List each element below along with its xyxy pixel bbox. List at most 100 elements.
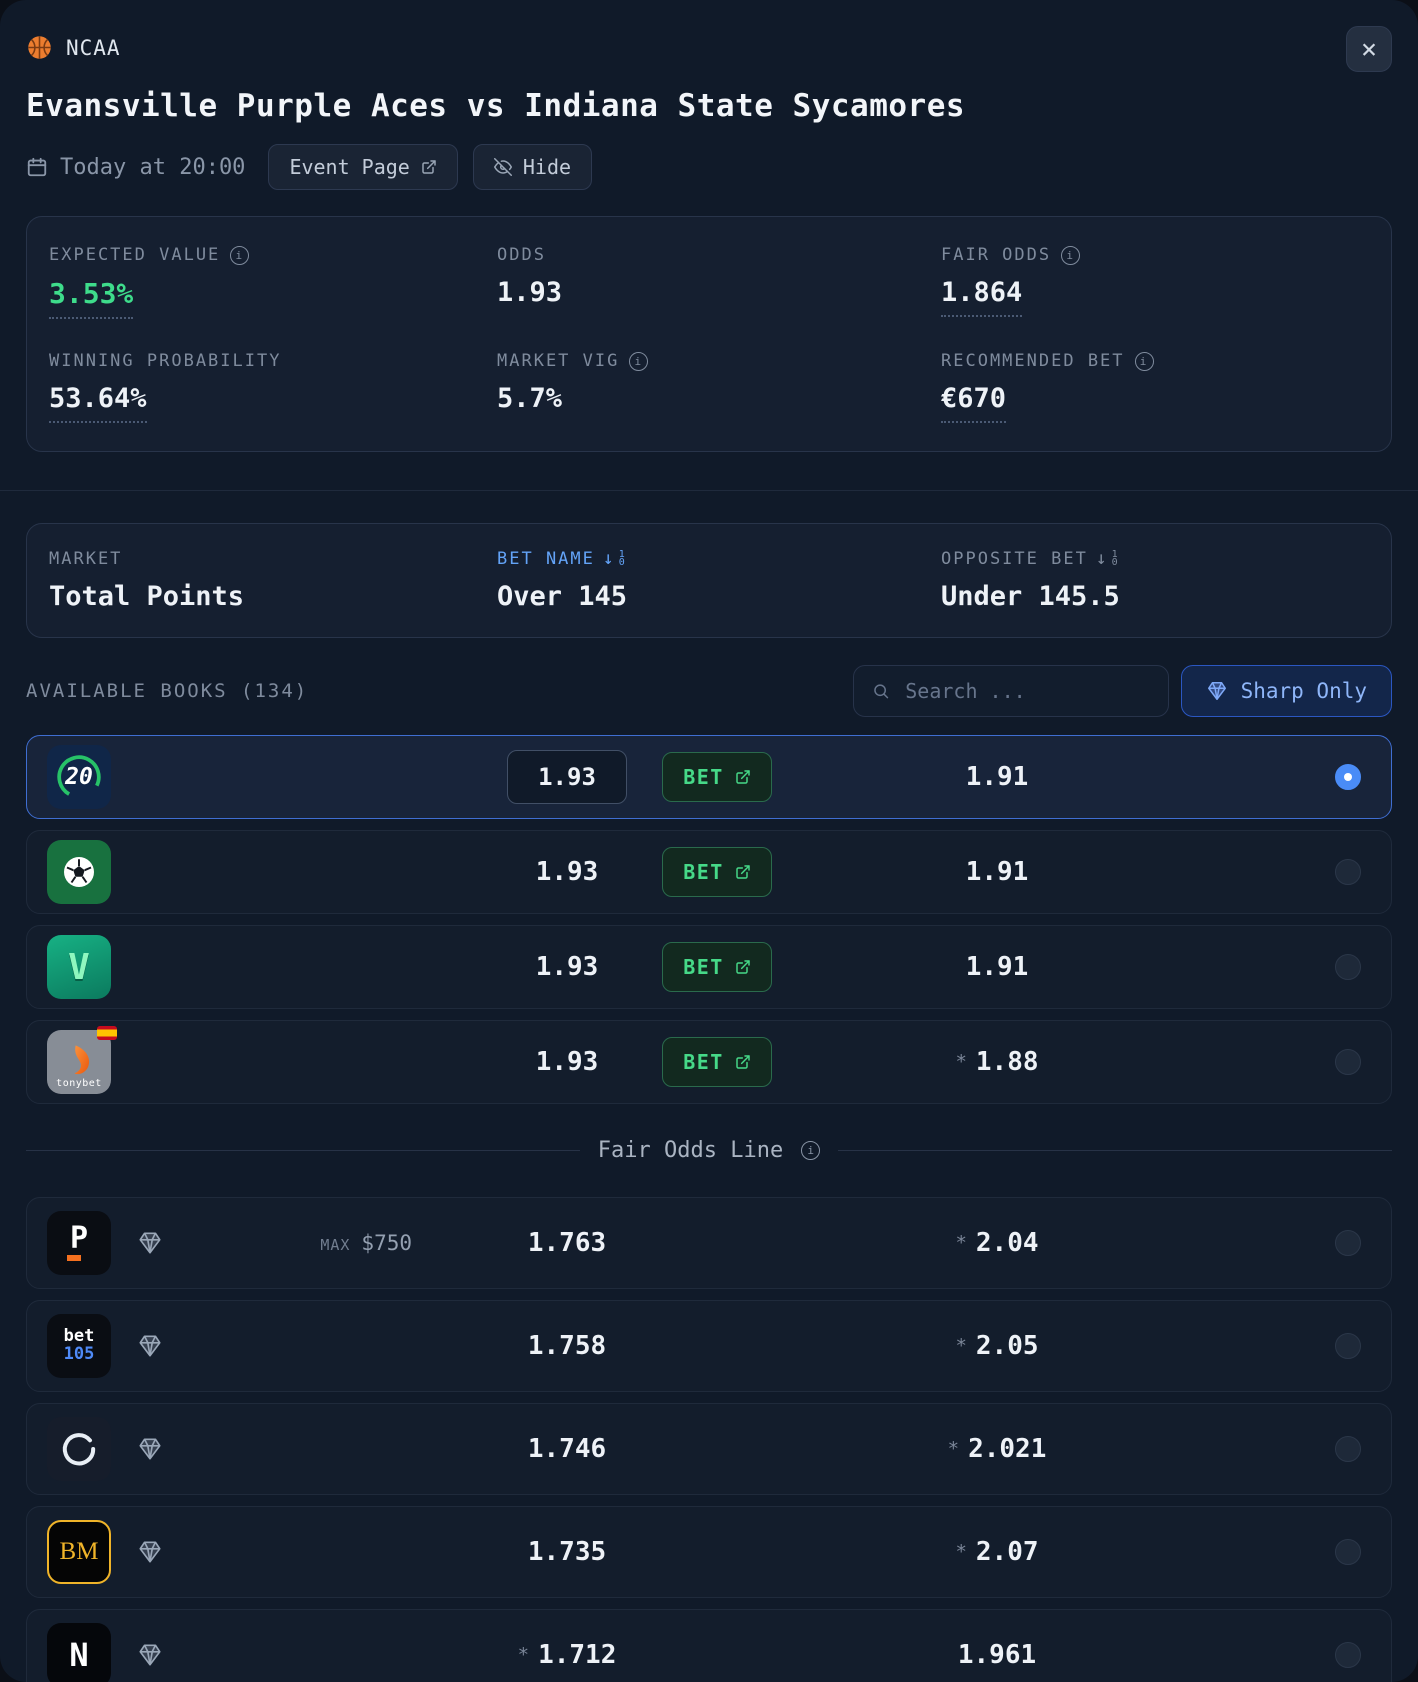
close-icon: × [1360, 33, 1378, 65]
opposite-odds: 1.91 [965, 952, 1029, 982]
info-icon[interactable] [1134, 351, 1154, 371]
flag-asterisk: * [517, 1644, 530, 1666]
fair-odds-line-divider: Fair Odds Line [26, 1138, 1392, 1163]
fair-row-broken-circle[interactable]: 1.746 * 2.021 [26, 1403, 1392, 1495]
market-value: Total Points [49, 581, 245, 612]
search-box[interactable] [852, 665, 1169, 717]
select-radio[interactable] [1335, 1539, 1361, 1565]
logo-text: N [69, 1636, 89, 1674]
book-logo-tonybet: tonybet [47, 1026, 117, 1094]
book-odds: 1.763 [527, 1228, 607, 1258]
flag-asterisk: * [955, 1541, 967, 1563]
search-input[interactable] [903, 678, 1150, 704]
select-radio[interactable] [1335, 1436, 1361, 1462]
info-icon[interactable] [801, 1141, 821, 1160]
book-logo-bet105: bet 105 [47, 1314, 111, 1378]
fair-row-bm[interactable]: BM 1.735 * 2.07 [26, 1506, 1392, 1598]
logo-text: P [69, 1221, 89, 1256]
meta-row: Today at 20:00 Event Page Hide [26, 144, 1392, 190]
flag-asterisk: * [955, 1232, 967, 1254]
book-odds: 1.735 [527, 1537, 607, 1567]
external-link-icon [422, 160, 436, 174]
stat-recommended-bet: RECOMMENDED BET €670 [941, 351, 1369, 423]
select-radio[interactable] [1335, 859, 1361, 885]
sharp-diamond-icon [139, 1438, 161, 1460]
book-logo-bm: BM [47, 1520, 111, 1584]
select-radio[interactable] [1335, 1642, 1361, 1668]
odds-label: ODDS [497, 245, 546, 265]
select-radio[interactable] [1335, 1049, 1361, 1075]
opposite-odds: 1.91 [965, 857, 1029, 887]
expected-value: 3.53% [49, 277, 134, 319]
stats-panel: EXPECTED VALUE 3.53% ODDS 1.93 FAIR ODDS… [26, 216, 1392, 452]
odds-input[interactable] [507, 750, 627, 804]
book-logo-soccer-ball [47, 840, 111, 904]
opposite-odds: 1.91 [965, 762, 1029, 792]
external-link-icon [736, 865, 750, 879]
select-radio[interactable] [1335, 1230, 1361, 1256]
info-icon[interactable] [230, 245, 250, 265]
event-page-label: Event Page [289, 155, 410, 179]
section-divider [0, 490, 1418, 491]
bet-button[interactable]: BET [662, 752, 772, 802]
opposite-odds: * 2.05 [955, 1331, 1039, 1361]
max-bet-limit: MAX $750 [320, 1231, 412, 1255]
books-toolbar: AVAILABLE BOOKS (134) Sharp Only [26, 665, 1392, 717]
book-odds: * 1.712 [517, 1640, 617, 1670]
sort-numeric-icon: ↓ [603, 550, 627, 568]
stat-fair-odds: FAIR ODDS 1.864 [941, 245, 1369, 319]
select-radio[interactable] [1335, 954, 1361, 980]
opposite-odds: * 2.07 [955, 1537, 1039, 1567]
book-row-20bet[interactable]: 20 BET 1.91 [26, 735, 1392, 819]
diamond-icon [1207, 682, 1226, 700]
fair-row-n-book[interactable]: N * 1.712 1.961 [26, 1609, 1392, 1682]
opposite-odds: * 2.021 [947, 1434, 1047, 1464]
sharp-diamond-icon [139, 1232, 161, 1254]
select-radio[interactable] [1335, 764, 1361, 790]
stat-expected-value: EXPECTED VALUE 3.53% [49, 245, 497, 319]
info-icon[interactable] [629, 351, 649, 371]
opposite-odds: 1.961 [957, 1640, 1037, 1670]
book-odds: 1.746 [527, 1434, 607, 1464]
bet-name-sort-header[interactable]: BET NAME ↓ [497, 549, 941, 569]
bet-button[interactable]: BET [662, 847, 772, 897]
basketball-icon [28, 36, 51, 59]
hide-label: Hide [522, 155, 572, 179]
opposite-bet-column: OPPOSITE BET ↓ Under 145.5 [941, 549, 1369, 612]
flag-asterisk: * [947, 1438, 960, 1460]
sharp-only-button[interactable]: Sharp Only [1180, 665, 1392, 717]
flag-asterisk: * [955, 1335, 967, 1357]
recommended-bet-value: €670 [941, 383, 1007, 423]
stat-winning-probability: WINNING PROBABILITY 53.64% [49, 351, 497, 423]
market-vig-value: 5.7% [497, 383, 563, 414]
sharp-only-label: Sharp Only [1240, 679, 1367, 703]
event-datetime: Today at 20:00 [26, 155, 245, 180]
event-page-button[interactable]: Event Page [268, 144, 458, 190]
bet-button[interactable]: BET [662, 942, 772, 992]
stat-market-vig: MARKET VIG 5.7% [497, 351, 941, 423]
book-row-v-bet[interactable]: V 1.93 BET 1.91 [26, 925, 1392, 1009]
books-list: 20 BET 1.91 [26, 735, 1392, 1682]
sharp-diamond-icon [139, 1335, 161, 1357]
fair-row-pinnacle[interactable]: P MAX $750 1.763 * 2.04 [26, 1197, 1392, 1289]
flag-asterisk: * [955, 1051, 967, 1073]
book-row-tonybet[interactable]: tonybet 1.93 BET * 1.88 [26, 1020, 1392, 1104]
book-odds: 1.93 [535, 952, 599, 982]
stat-odds: ODDS 1.93 [497, 245, 941, 319]
opposite-bet-sort-header[interactable]: OPPOSITE BET ↓ [941, 549, 1369, 569]
info-icon[interactable] [1061, 245, 1081, 265]
bet-button[interactable]: BET [662, 1037, 772, 1087]
hide-button[interactable]: Hide [472, 144, 593, 190]
sharp-diamond-icon [139, 1541, 161, 1563]
close-button[interactable]: × [1346, 26, 1392, 72]
select-radio[interactable] [1335, 1333, 1361, 1359]
book-logo-n-book: N [47, 1623, 111, 1682]
modal-header: NCAA × [26, 26, 1392, 72]
bet-name-column: BET NAME ↓ Over 145 [497, 549, 941, 612]
market-card: MARKET Total Points BET NAME ↓ Over 145 … [26, 523, 1392, 638]
fair-row-bet105[interactable]: bet 105 1.758 * 2.05 [26, 1300, 1392, 1392]
external-link-icon [736, 770, 750, 784]
book-logo-v-bet: V [47, 935, 111, 999]
book-row-soccer-ball[interactable]: 1.93 BET 1.91 [26, 830, 1392, 914]
